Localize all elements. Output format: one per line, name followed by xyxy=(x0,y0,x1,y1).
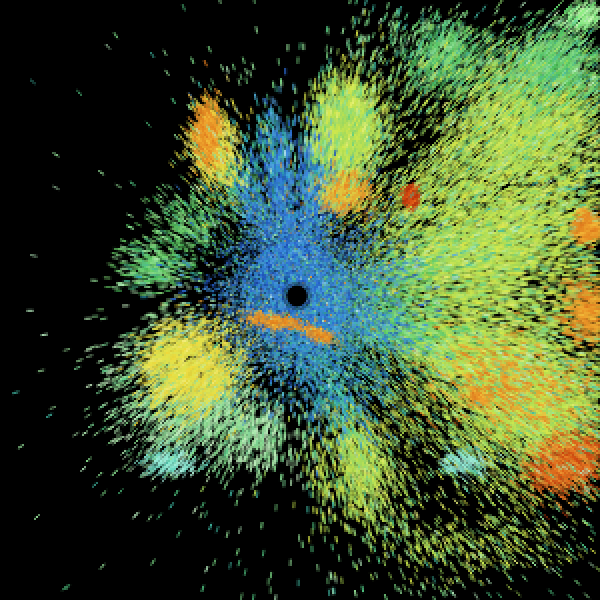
density-map-figure xyxy=(0,0,600,600)
point-cloud-scatter-canvas xyxy=(0,0,600,600)
